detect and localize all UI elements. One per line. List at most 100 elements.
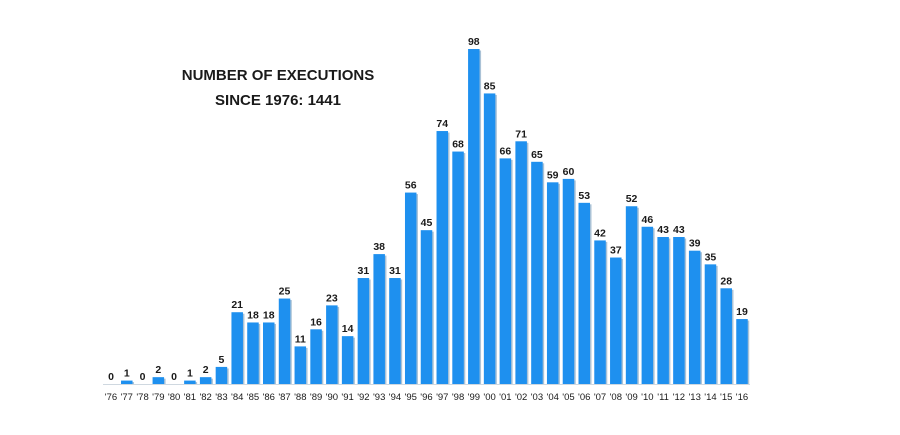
x-tick-label: '97 <box>436 392 448 403</box>
bar-16 <box>736 319 748 384</box>
bar-13 <box>688 250 701 384</box>
bar-00 <box>483 93 496 384</box>
value-label: 11 <box>295 333 306 345</box>
bar-85 <box>247 322 259 384</box>
bar-97 <box>436 131 449 384</box>
value-label: 39 <box>689 238 701 250</box>
bar-83 <box>215 366 228 384</box>
x-tick-label: '77 <box>121 392 133 403</box>
x-tick-label: '90 <box>326 392 338 403</box>
bar-06 <box>578 202 590 384</box>
bar-90 <box>326 305 338 384</box>
value-label: 0 <box>140 371 146 383</box>
value-label: 14 <box>342 323 354 335</box>
value-label: 1 <box>124 368 130 380</box>
value-label: 46 <box>642 214 654 226</box>
value-label: 5 <box>219 354 225 366</box>
bar-09 <box>625 206 638 384</box>
value-label: 68 <box>452 139 464 151</box>
x-tick-label: '06 <box>578 392 590 403</box>
value-label: 66 <box>500 145 512 157</box>
x-tick-label: '76 <box>105 392 117 403</box>
value-label: 35 <box>705 251 717 263</box>
value-label: 37 <box>610 245 622 257</box>
value-label: 16 <box>310 316 322 328</box>
x-tick-label: '01 <box>499 392 511 403</box>
value-label: 31 <box>389 265 401 277</box>
x-tick-label: '87 <box>278 392 290 403</box>
chart-title-line-2: SINCE 1976: 1441 <box>215 92 341 109</box>
x-tick-label: '95 <box>405 392 417 403</box>
x-tick-label: '99 <box>468 392 480 403</box>
x-tick-label: '02 <box>515 392 527 403</box>
chart-title: NUMBER OF EXECUTIONS SINCE 1976: 1441 <box>182 67 375 109</box>
bars <box>103 49 750 385</box>
value-label: 23 <box>326 292 338 304</box>
bar-11 <box>657 237 669 384</box>
bar-79 <box>152 377 165 384</box>
x-tick-label: '85 <box>247 392 259 403</box>
bar-93 <box>373 254 385 384</box>
x-tick-label: '08 <box>610 392 622 403</box>
value-label: 0 <box>108 371 114 383</box>
value-label: 85 <box>484 80 496 92</box>
x-tick-label: '16 <box>736 392 748 403</box>
x-tick-label: '15 <box>720 392 732 403</box>
value-label: 0 <box>171 371 177 383</box>
value-label: 52 <box>626 193 638 205</box>
value-label: 18 <box>247 309 259 321</box>
bar-04 <box>546 182 559 384</box>
bar-12 <box>673 237 685 384</box>
value-label: 98 <box>468 36 480 48</box>
bar-87 <box>278 298 291 384</box>
value-label: 65 <box>531 149 543 161</box>
value-label: 2 <box>203 364 209 376</box>
value-label: 18 <box>263 309 275 321</box>
x-tick-label: '82 <box>199 392 211 403</box>
x-tick-label: '81 <box>184 392 196 403</box>
value-label: 25 <box>279 286 291 298</box>
value-label: 31 <box>358 265 370 277</box>
x-tick-label: '05 <box>562 392 574 403</box>
bar-15 <box>720 288 732 384</box>
bar-01 <box>499 158 512 384</box>
bar-84 <box>231 312 243 384</box>
x-tick-label: '09 <box>625 392 637 403</box>
x-tick-label: '91 <box>341 392 353 403</box>
x-tick-label: '03 <box>531 392 543 403</box>
bar-07 <box>594 240 606 384</box>
value-label: 43 <box>673 224 685 236</box>
chart-title-line-1: NUMBER OF EXECUTIONS <box>182 67 375 84</box>
bar-03 <box>531 161 543 384</box>
value-label: 19 <box>736 306 748 318</box>
x-tick-label: '84 <box>231 392 243 403</box>
value-label: 59 <box>547 169 559 181</box>
bar-88 <box>294 346 307 384</box>
value-label: 43 <box>657 224 669 236</box>
value-label: 56 <box>405 180 417 192</box>
x-tick-label: '13 <box>688 392 700 403</box>
x-tick-label: '86 <box>263 392 275 403</box>
bar-91 <box>341 336 354 384</box>
value-label: 45 <box>421 217 433 229</box>
x-tick-label: '00 <box>483 392 495 403</box>
x-tick-label: '92 <box>357 392 369 403</box>
value-label: 21 <box>231 299 243 311</box>
x-tick-label: '11 <box>657 392 669 403</box>
bar-10 <box>641 226 654 384</box>
x-tick-label: '78 <box>136 392 148 403</box>
x-tick-label: '14 <box>704 392 716 403</box>
x-tick-label: '10 <box>641 392 653 403</box>
bar-99 <box>468 49 480 384</box>
bar-81 <box>184 380 196 384</box>
value-label: 2 <box>155 364 161 376</box>
x-tick-label: '79 <box>152 392 164 403</box>
value-label: 60 <box>563 166 575 178</box>
value-label: 53 <box>578 190 590 202</box>
x-tick-label: '98 <box>452 392 464 403</box>
value-label: 74 <box>436 118 448 130</box>
bar-86 <box>263 322 275 384</box>
x-tick-label: '80 <box>168 392 180 403</box>
bar-02 <box>515 141 527 384</box>
